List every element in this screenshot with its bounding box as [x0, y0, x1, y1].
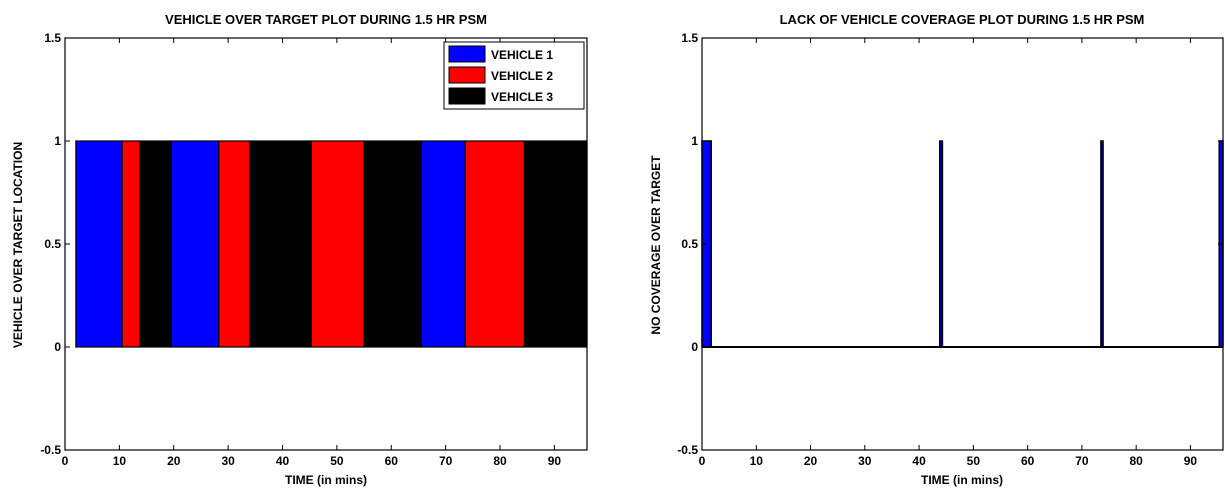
y-axis-label: VEHICLE OVER TARGET LOCATION [11, 142, 25, 348]
coverage-gap-bar-2 [938, 140, 944, 348]
legend-label: VEHICLE 3 [491, 90, 553, 104]
x-axis-label: TIME (in mins) [921, 473, 1003, 487]
x-tick-label: 60 [385, 454, 399, 468]
legend-label: VEHICLE 2 [491, 69, 553, 83]
y-tick-label: 0 [54, 340, 61, 354]
x-tick-label: 0 [62, 454, 69, 468]
x-tick-label: 70 [439, 454, 453, 468]
bar-vehicle-3-1 [139, 140, 172, 348]
y-tick-label: 1.5 [44, 31, 61, 45]
chart-title: LACK OF VEHICLE COVERAGE PLOT DURING 1.5… [780, 12, 1145, 27]
x-axis-label: TIME (in mins) [285, 473, 367, 487]
legend-label: VEHICLE 1 [491, 48, 553, 62]
bar-vehicle-1-3 [420, 140, 466, 348]
bar-vehicle-3-2 [249, 140, 312, 348]
x-tick-label: 40 [276, 454, 290, 468]
bar-vehicle-1-1 [75, 140, 123, 348]
bar-vehicle-3-4 [523, 140, 588, 348]
chart-vehicle-over-target: VEHICLE OVER TARGET PLOT DURING 1.5 HR P… [11, 12, 588, 487]
bar-vehicle-3-3 [363, 140, 422, 348]
x-tick-label: 60 [1021, 454, 1035, 468]
bar-vehicle-1-2 [170, 140, 220, 348]
x-tick-label: 10 [750, 454, 764, 468]
y-tick-label: 1.5 [681, 31, 698, 45]
x-tick-label: 20 [167, 454, 181, 468]
legend-swatch [448, 87, 486, 105]
x-tick-label: 30 [221, 454, 235, 468]
y-axis-label: NO COVERAGE OVER TARGET [649, 155, 663, 335]
y-tick-label: 0.5 [681, 237, 698, 251]
y-tick-label: -0.5 [40, 443, 61, 457]
plot-frame [701, 37, 1224, 451]
bar-vehicle-2-2 [218, 140, 251, 348]
chart-title: VEHICLE OVER TARGET PLOT DURING 1.5 HR P… [165, 12, 487, 27]
x-tick-label: 90 [548, 454, 562, 468]
y-tick-label: 1 [54, 134, 61, 148]
y-tick-label: 0 [691, 340, 698, 354]
x-tick-label: 10 [113, 454, 127, 468]
bar-vehicle-2-4 [464, 140, 526, 348]
y-tick-label: 0.5 [44, 237, 61, 251]
x-tick-label: 0 [699, 454, 706, 468]
bar-vehicle-2-3 [310, 140, 365, 348]
x-tick-label: 40 [912, 454, 926, 468]
x-tick-label: 90 [1184, 454, 1198, 468]
y-tick-label: 1 [691, 134, 698, 148]
y-tick-label: -0.5 [677, 443, 698, 457]
x-tick-label: 50 [330, 454, 344, 468]
coverage-gap-bar-3 [1100, 140, 1104, 348]
x-tick-label: 70 [1075, 454, 1089, 468]
legend: VEHICLE 1 VEHICLE 2 VEHICLE 3 [443, 41, 585, 110]
chart-lack-of-coverage: LACK OF VEHICLE COVERAGE PLOT DURING 1.5… [649, 12, 1224, 487]
x-tick-label: 80 [1129, 454, 1143, 468]
x-tick-label: 50 [967, 454, 981, 468]
bar-vehicle-2-1 [121, 140, 141, 348]
legend-swatch [448, 45, 486, 63]
legend-swatch [448, 66, 486, 84]
x-tick-label: 30 [858, 454, 872, 468]
x-tick-label: 20 [804, 454, 818, 468]
x-tick-label: 80 [493, 454, 507, 468]
